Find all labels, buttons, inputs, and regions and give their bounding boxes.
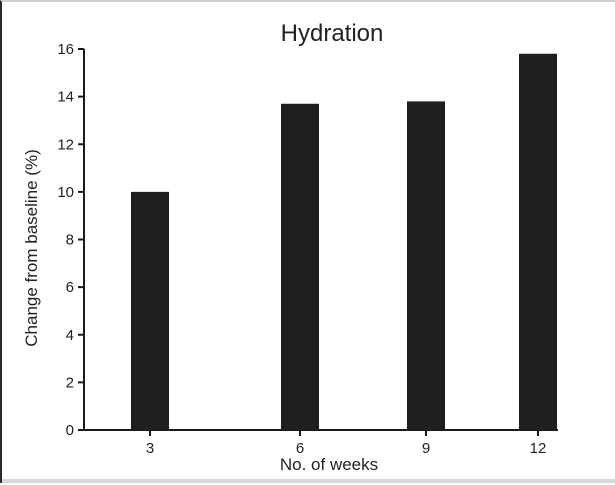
chart-title: Hydration: [281, 20, 384, 47]
bar-week-6: [281, 103, 319, 431]
x-tick-label: 9: [422, 440, 430, 457]
y-axis-ticks: 0 2 4 6 8 10 12 14 16: [57, 41, 84, 439]
x-tick-label: 12: [530, 440, 547, 457]
bars: [131, 53, 557, 431]
x-tick-label: 6: [296, 440, 304, 457]
y-tick-label: 4: [66, 327, 74, 344]
x-axis-title: No. of weeks: [280, 455, 378, 474]
y-tick-label: 16: [57, 41, 74, 58]
y-tick-label: 12: [57, 136, 74, 153]
y-tick-label: 14: [57, 89, 74, 106]
bar-week-12: [519, 53, 557, 430]
x-tick-label: 3: [146, 440, 154, 457]
bar-week-9: [407, 101, 445, 430]
y-tick-label: 8: [66, 232, 74, 249]
y-tick-label: 6: [66, 279, 74, 296]
y-tick-label: 0: [66, 422, 74, 439]
y-tick-label: 2: [66, 374, 74, 391]
y-axis-title: Change from baseline (%): [22, 149, 41, 346]
y-tick-label: 10: [57, 184, 74, 201]
x-axis-ticks: 3 6 9 12: [146, 430, 547, 457]
bar-week-3: [131, 191, 169, 430]
